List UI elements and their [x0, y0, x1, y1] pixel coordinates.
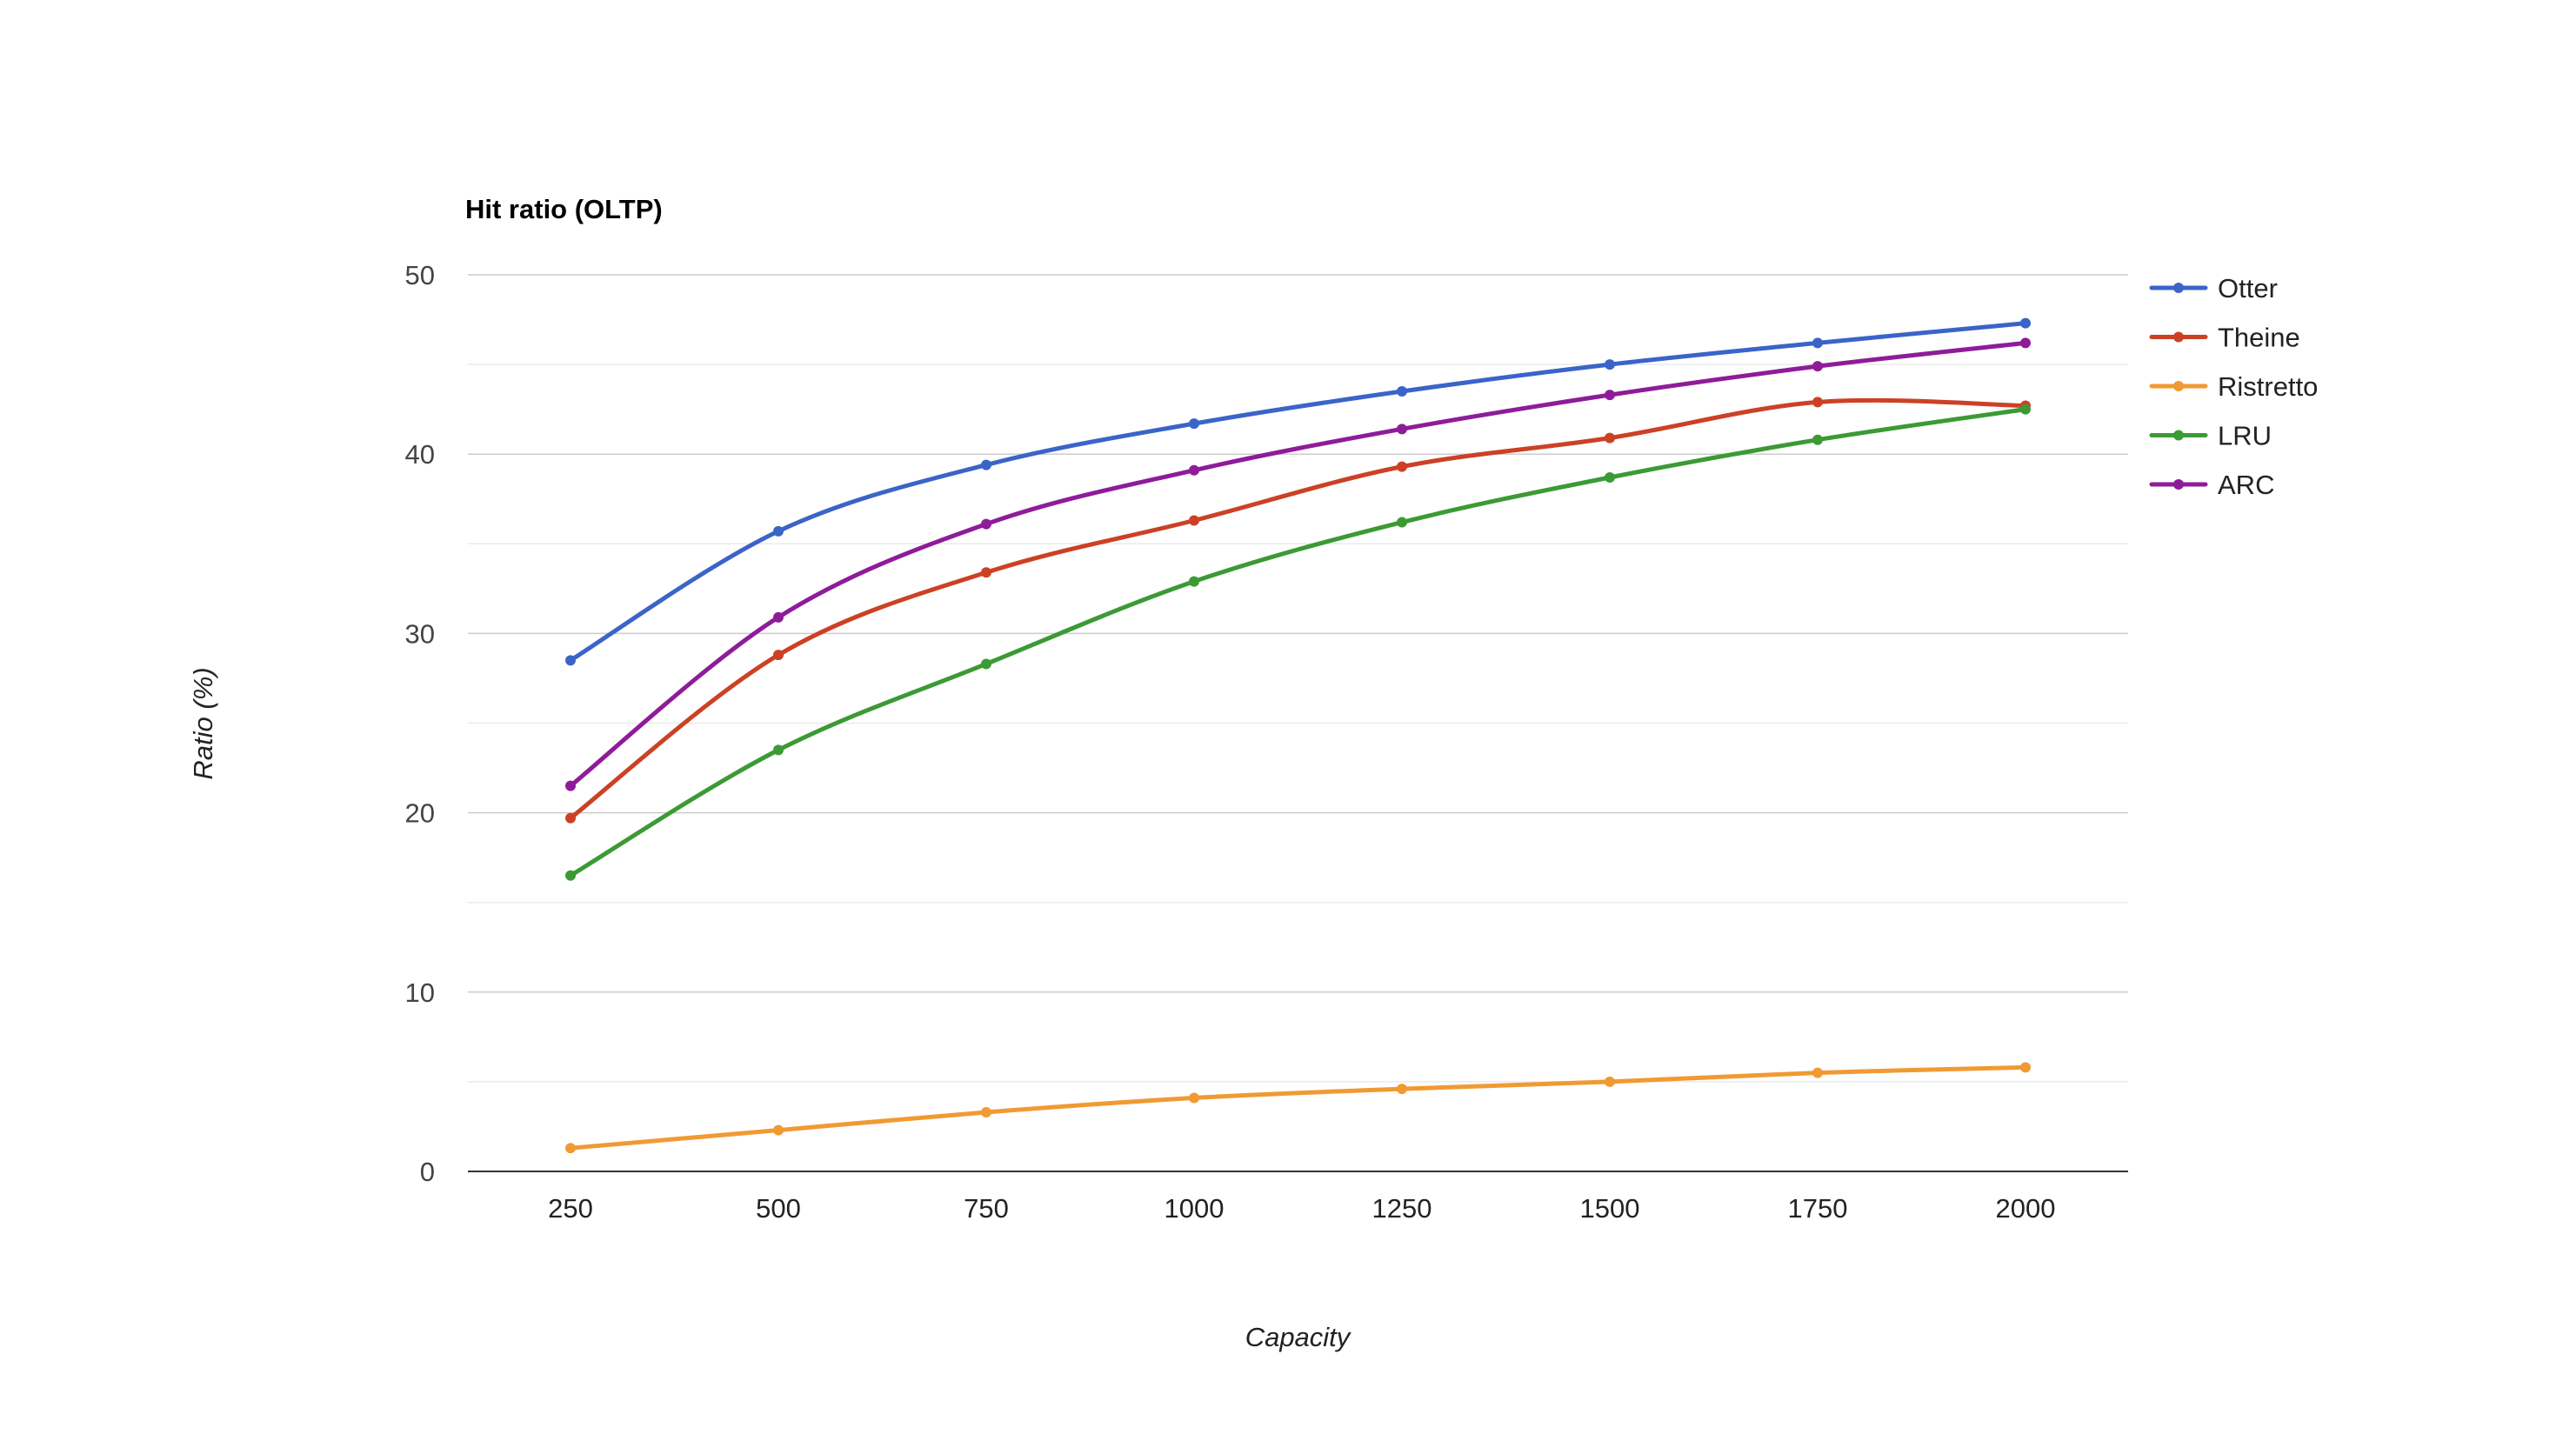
data-point-ristretto[interactable]: [1605, 1076, 1615, 1087]
legend-label: Theine: [2218, 323, 2300, 353]
data-point-arc[interactable]: [1605, 390, 1615, 401]
data-point-arc[interactable]: [1189, 464, 1199, 476]
data-point-arc[interactable]: [773, 611, 784, 623]
data-point-lru[interactable]: [1605, 472, 1615, 484]
series-line-ristretto[interactable]: [568, 1064, 2028, 1151]
series-line-otter[interactable]: [568, 321, 2028, 663]
x-tick-label: 1250: [1372, 1193, 1432, 1224]
legend-label: Ristretto: [2218, 371, 2318, 402]
legend[interactable]: Otter Theine Ristretto LRU ARC: [2149, 273, 2318, 500]
y-tick-label: 20: [405, 798, 435, 829]
data-point-lru[interactable]: [1812, 434, 1823, 445]
legend-marker: [2173, 331, 2184, 343]
legend-item-lru[interactable]: LRU: [2149, 421, 2272, 451]
legend-marker: [2173, 381, 2184, 391]
data-point-ristretto[interactable]: [2020, 1062, 2031, 1073]
series-arc[interactable]: [565, 337, 2031, 791]
data-point-otter[interactable]: [2020, 317, 2031, 329]
legend-item-arc[interactable]: ARC: [2149, 470, 2274, 500]
data-point-lru[interactable]: [981, 658, 991, 670]
data-point-theine[interactable]: [565, 812, 576, 824]
x-tick-label: 500: [756, 1193, 801, 1224]
x-tick-label: 750: [964, 1193, 1009, 1224]
x-tick-label: 1750: [1788, 1193, 1848, 1224]
y-tick-label: 40: [405, 439, 435, 470]
data-point-otter[interactable]: [1397, 386, 1407, 397]
data-point-arc[interactable]: [1397, 424, 1407, 435]
legend-label: LRU: [2218, 421, 2272, 451]
data-point-ristretto[interactable]: [1189, 1092, 1199, 1104]
data-point-theine[interactable]: [773, 650, 784, 661]
data-point-otter[interactable]: [1189, 418, 1199, 430]
data-point-otter[interactable]: [1812, 337, 1823, 349]
gridlines: [468, 274, 2128, 1083]
data-point-ristretto[interactable]: [1397, 1084, 1407, 1095]
data-point-arc[interactable]: [565, 780, 576, 791]
data-point-lru[interactable]: [565, 870, 576, 881]
data-point-lru[interactable]: [1397, 517, 1407, 528]
legend-item-theine[interactable]: Theine: [2149, 323, 2300, 353]
data-point-theine[interactable]: [981, 567, 991, 578]
data-point-otter[interactable]: [773, 525, 784, 537]
legend-marker: [2173, 430, 2184, 441]
data-point-otter[interactable]: [565, 655, 576, 666]
data-point-theine[interactable]: [1189, 515, 1199, 526]
y-tick-label: 30: [405, 618, 435, 649]
x-tick-label: 1500: [1580, 1193, 1640, 1224]
data-point-theine[interactable]: [1397, 461, 1407, 472]
series-theine[interactable]: [565, 397, 2031, 824]
series-line-arc[interactable]: [568, 340, 2028, 789]
y-tick-label: 10: [405, 977, 435, 1008]
data-point-arc[interactable]: [1812, 361, 1823, 372]
series-otter[interactable]: [565, 317, 2031, 666]
series-line-theine[interactable]: [568, 397, 2028, 821]
legend-item-otter[interactable]: Otter: [2149, 273, 2278, 304]
x-tick-label: 250: [548, 1193, 593, 1224]
data-point-lru[interactable]: [2020, 404, 2031, 415]
data-point-theine[interactable]: [1812, 397, 1823, 408]
series-lru[interactable]: [565, 404, 2031, 881]
legend-marker: [2173, 283, 2184, 293]
data-point-otter[interactable]: [981, 459, 991, 470]
series-ristretto[interactable]: [565, 1062, 2031, 1154]
legend-item-ristretto[interactable]: Ristretto: [2149, 371, 2318, 402]
data-point-otter[interactable]: [1605, 359, 1615, 370]
data-point-arc[interactable]: [981, 518, 991, 530]
data-point-ristretto[interactable]: [565, 1143, 576, 1154]
series-lines: [565, 317, 2031, 1154]
y-tick-label: 0: [420, 1157, 435, 1187]
data-point-lru[interactable]: [1189, 576, 1199, 587]
data-point-ristretto[interactable]: [1812, 1067, 1823, 1078]
data-point-lru[interactable]: [773, 744, 784, 756]
x-tick-label: 1000: [1165, 1193, 1225, 1224]
legend-marker: [2173, 479, 2184, 490]
legend-label: ARC: [2218, 470, 2274, 500]
x-axis-label: Capacity: [1245, 1322, 1352, 1352]
legend-label: Otter: [2218, 273, 2278, 304]
data-point-arc[interactable]: [2020, 337, 2031, 349]
x-axis-ticks: 250 500 750 1000 1250 1500 1750 2000: [548, 1193, 2055, 1224]
data-point-ristretto[interactable]: [773, 1124, 784, 1136]
y-axis-ticks: 0 10 20 30 40 50: [405, 260, 435, 1187]
data-point-theine[interactable]: [1605, 432, 1615, 444]
chart-title: Hit ratio (OLTP): [465, 194, 663, 224]
x-tick-label: 2000: [1996, 1193, 2056, 1224]
y-tick-label: 50: [405, 260, 435, 290]
y-axis-label: Ratio (%): [188, 667, 218, 779]
series-line-lru[interactable]: [568, 407, 2028, 878]
data-point-ristretto[interactable]: [981, 1106, 991, 1117]
